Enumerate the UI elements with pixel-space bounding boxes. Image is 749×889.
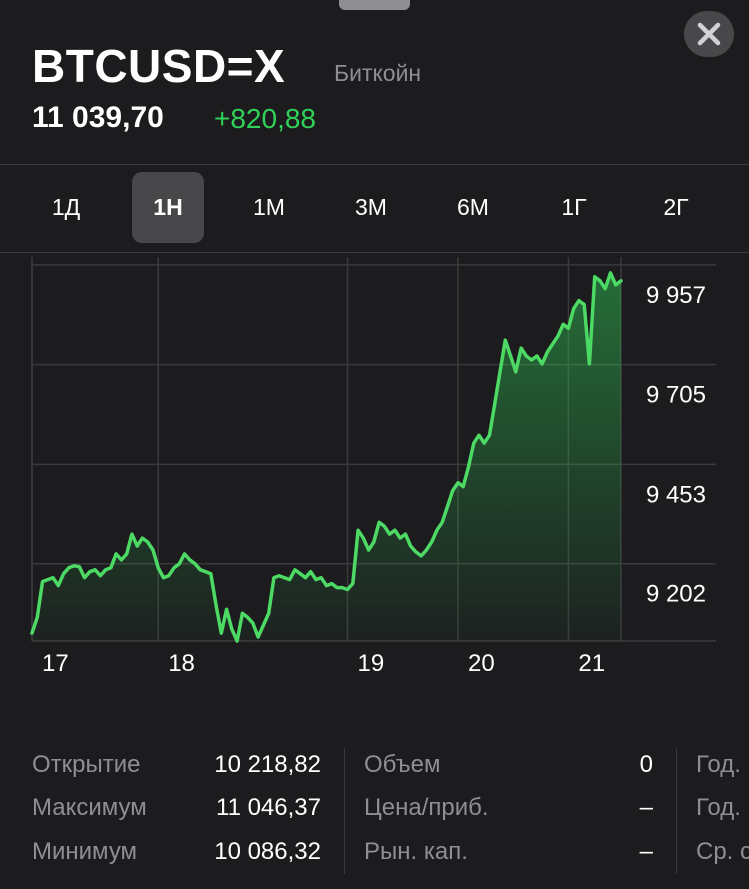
stats-panel: Открытие 10 218,82 Максимум 11 046,37 Ми… (0, 740, 749, 880)
stat-avg-label: Ср. с (696, 838, 749, 865)
price-chart[interactable]: 9 957 9 705 9 453 9 202 17 18 19 20 21 (0, 253, 749, 693)
stat-mktcap-label: Рын. кап. (364, 838, 468, 865)
stat-year-high-label: Год. (696, 751, 741, 778)
current-price: 11 039,70 (32, 101, 164, 134)
x-tick-label: 20 (468, 650, 495, 677)
y-tick-label: 9 453 (646, 481, 706, 508)
price-area (32, 272, 621, 641)
close-button[interactable] (684, 11, 734, 57)
range-tabs: 1Д 1Н 1М 3М 6М 1Г 2Г (0, 166, 749, 252)
tab-1d[interactable]: 1Д (51, 194, 81, 220)
stat-volume-label: Объем (364, 751, 441, 778)
x-tick-label: 17 (42, 650, 69, 677)
stats-separator (344, 748, 345, 874)
price-chart-svg: 9 957 9 705 9 453 9 202 17 18 19 20 21 (30, 257, 716, 677)
tab-3m[interactable]: 3М (355, 194, 387, 220)
stat-low-label: Минимум (32, 838, 138, 865)
company-name: Биткойн (334, 60, 422, 86)
tab-1y[interactable]: 1Г (561, 194, 587, 220)
x-tick-label: 18 (168, 650, 195, 677)
stat-volume-value: 0 (639, 751, 653, 778)
stat-open-label: Открытие (32, 751, 141, 778)
stat-pe-label: Цена/приб. (364, 794, 489, 821)
stat-high-label: Максимум (32, 794, 147, 821)
stat-high-value: 11 046,37 (216, 794, 321, 821)
tab-1w[interactable]: 1Н (132, 172, 204, 243)
stat-open-value: 10 218,82 (214, 751, 321, 778)
ticker-symbol: BTCUSD=X (32, 40, 286, 92)
y-tick-label: 9 957 (646, 282, 706, 309)
x-tick-label: 19 (358, 650, 385, 677)
stat-mktcap-value: – (639, 838, 653, 865)
stat-pe-value: – (639, 794, 653, 821)
stats-separator (676, 748, 677, 874)
tab-1m[interactable]: 1М (253, 194, 285, 220)
header-divider (0, 164, 749, 165)
tab-2y[interactable]: 2Г (663, 194, 689, 220)
tab-6m[interactable]: 6М (457, 194, 489, 220)
close-icon (697, 22, 721, 46)
price-line (30, 271, 623, 643)
stat-low-value: 10 086,32 (214, 838, 321, 865)
price-change: +820,88 (214, 103, 316, 134)
tabs-divider (0, 252, 749, 253)
y-tick-label: 9 202 (646, 581, 706, 608)
stat-year-low-label: Год. (696, 794, 741, 821)
y-tick-label: 9 705 (646, 382, 706, 409)
x-tick-label: 21 (578, 650, 605, 677)
sheet-grabber[interactable] (339, 0, 410, 10)
